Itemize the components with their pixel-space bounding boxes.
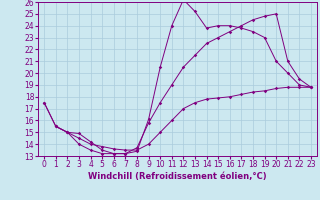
X-axis label: Windchill (Refroidissement éolien,°C): Windchill (Refroidissement éolien,°C) <box>88 172 267 181</box>
